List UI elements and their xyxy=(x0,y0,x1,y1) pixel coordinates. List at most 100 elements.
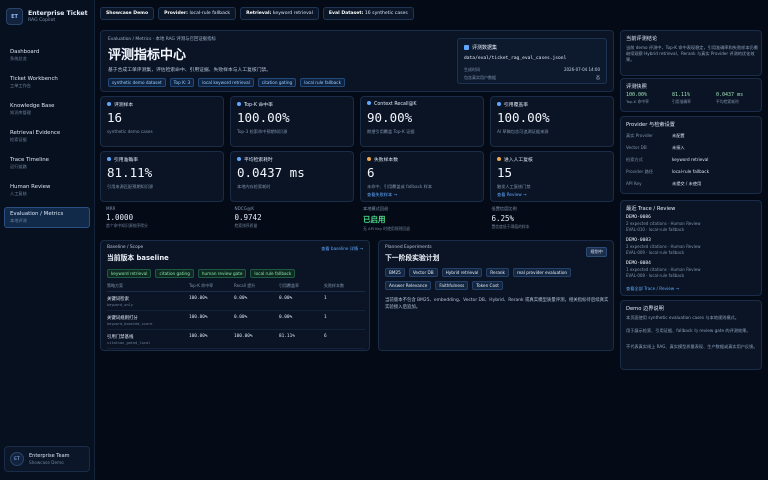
tag: Faithfulness xyxy=(435,281,469,290)
scope-line: 不代表真实线上 RAG、真实模型质量表现、生产数据或真实用户反馈。 xyxy=(626,344,758,349)
metric-label: 失败样本数 xyxy=(367,156,398,163)
table-cell: 100.00% xyxy=(189,310,234,330)
trace-id: DEMO-0083 xyxy=(626,238,651,243)
tag: Top K: 3 xyxy=(169,78,195,87)
baseline-details-link[interactable]: 查看 baseline 详情 → xyxy=(321,246,363,251)
strategy-name: 引用门禁基线 xyxy=(107,335,134,340)
panel-title: 当前版本 baseline xyxy=(107,254,169,262)
stat-value: 6.25% xyxy=(491,214,515,223)
nav-label: Knowledge Base xyxy=(10,103,55,109)
sidebar-item-dashboard[interactable]: Dashboard 系统总览 xyxy=(4,45,90,66)
column-header: 引用覆盖率 xyxy=(279,281,324,292)
column-header: 策略方案 xyxy=(107,281,189,292)
planned-experiments-panel: Planned Experiments 下一阶段实验计划 规划中 BM25 Ve… xyxy=(378,240,614,351)
stat-mrr: MRR 1.0000 首个命中知识源排序得分 xyxy=(100,206,229,236)
stat-value: 0.9742 xyxy=(234,213,262,222)
nav-sub: 工单工作台 xyxy=(10,83,31,88)
metric-value: 90.00% xyxy=(367,110,413,125)
nav-label: Evaluation / Metrics xyxy=(10,211,64,217)
dataset-row-value: 2026-07-04 14:00 xyxy=(563,67,600,72)
provider-settings-panel: Provider 与检索设置 真实 Provider 未配置 Vector DB 未… xyxy=(620,116,762,194)
dot-icon xyxy=(237,157,241,161)
setting-key: 真实 Provider xyxy=(626,133,653,138)
hero-panel: Evaluation / Metrics · 本地 RAG 评测与召回证据指标 … xyxy=(100,30,614,92)
metric-label-text: 引用覆盖率 xyxy=(504,103,528,108)
metric-sub: synthetic demo cases xyxy=(107,129,153,134)
tag: Vector DB xyxy=(408,268,438,277)
stat-value: 已启用 xyxy=(363,215,386,224)
sidebar-item-human-review[interactable]: Human Review 人工复核 xyxy=(4,180,90,201)
mini-label: 平均检索耗时 xyxy=(716,99,739,104)
metric-value: 6 xyxy=(367,165,375,180)
planned-tags: BM25 Vector DB Hybrid retrieval Rerank r… xyxy=(385,268,611,294)
trace-review-panel: 最近 Trace / Review DEMO-0086 2 expected c… xyxy=(620,200,762,296)
results-panel: 当前评测结论 当前 demo 评测中，Top-K 命中表现稳定，引用准确率和失败… xyxy=(620,30,762,76)
dataset-row-value: 否 xyxy=(596,75,600,80)
metric-label-text: 平均检索耗时 xyxy=(244,158,273,163)
nav-sub: 系统总览 xyxy=(10,56,27,61)
brand-subtitle: RAG Copilot xyxy=(28,18,56,23)
chip-value: 16 synthetic cases xyxy=(364,11,408,16)
trace-line: EVAL-010 · local-rule fallback xyxy=(626,227,685,232)
table-cell: 100.00% xyxy=(189,329,234,349)
trace-item[interactable]: DEMO-0084 1 expected citations · Human R… xyxy=(626,261,758,278)
view-failed-samples-link[interactable]: 查看失败样本 → xyxy=(367,192,397,197)
sidebar-item-knowledge-base[interactable]: Knowledge Base 知识库管理 xyxy=(4,99,90,120)
sidebar-item-ticket-workbench[interactable]: Ticket Workbench 工单工作台 xyxy=(4,72,90,93)
table-row[interactable]: 关键词检索 keyword_only 100.00% 0.00% 0.00% 1 xyxy=(107,291,365,311)
dot-icon xyxy=(367,101,371,105)
panel-title: 评测快照 xyxy=(626,84,647,90)
trace-item[interactable]: DEMO-0083 2 expected citations · Human R… xyxy=(626,238,758,255)
trace-line: 2 expected citations · Human Review xyxy=(626,221,701,226)
sidebar-item-retrieval-evidence[interactable]: Retrieval Evidence 检索证据 xyxy=(4,126,90,147)
tag: Answer Relevance xyxy=(385,281,432,290)
baseline-tags: keyword retrieval citation gating human … xyxy=(107,269,299,278)
setting-value: 未接入 xyxy=(672,145,685,150)
stat-label: NDCG@K xyxy=(234,206,254,211)
strategy-name: 关键词规则打分 xyxy=(107,316,138,321)
strategy-code: keyword_only xyxy=(107,303,133,307)
chip-value: local-rule fallback xyxy=(189,11,231,16)
stat-ndcg: NDCG@K 0.9742 检索排序质量 xyxy=(229,206,358,236)
dot-icon xyxy=(497,102,501,106)
main-content: Showcase Demo Provider: local-rule fallb… xyxy=(100,0,614,480)
nav-label: Ticket Workbench xyxy=(10,76,58,82)
view-review-link[interactable]: 查看 Review → xyxy=(497,192,527,197)
tag: Token Cost xyxy=(472,281,503,290)
setting-value: keyword retrieval xyxy=(672,157,709,162)
metric-card-avg-latency: 平均检索耗时 0.0437 ms 本地内存检索耗时 xyxy=(230,151,354,202)
table-row[interactable]: 引用门禁基线 citation_gated_local 100.00% 100.0… xyxy=(107,329,365,349)
table-row[interactable]: 关键词规则打分 keyword_boosted_score 100.00% 0.0… xyxy=(107,310,365,330)
nav-sub: 运行链路 xyxy=(10,164,27,169)
dataset-row-label: 生成时间 xyxy=(464,67,480,72)
nav-sub: 知识库管理 xyxy=(10,110,31,115)
trace-item[interactable]: DEMO-0086 2 expected citations · Human R… xyxy=(626,215,758,232)
tag: keyword retrieval xyxy=(107,269,152,278)
dot-icon xyxy=(107,102,111,106)
sidebar-item-trace-timeline[interactable]: Trace Timeline 运行链路 xyxy=(4,153,90,174)
sidebar-item-evaluation-metrics[interactable]: Evaluation / Metrics 本地评测 xyxy=(4,207,90,228)
column-header: 失败样本数 xyxy=(324,281,365,292)
nav-label: Retrieval Evidence xyxy=(10,130,61,136)
metric-label-text: 失败样本数 xyxy=(374,158,398,163)
metric-value: 81.11% xyxy=(107,165,153,180)
metric-card-human-review: 进入人工复核 15 触发人工复核门禁 查看 Review → xyxy=(490,151,614,202)
metric-value: 100.00% xyxy=(497,110,550,125)
metric-value: 100.00% xyxy=(237,110,290,125)
table-cell: 100.00% xyxy=(189,291,234,311)
table-cell: 1 xyxy=(324,310,365,330)
dataset-row-label: 包含真实用户数据 xyxy=(464,75,496,80)
tag: synthetic demo dataset xyxy=(108,78,166,87)
nav-label: Human Review xyxy=(10,184,51,190)
metric-value: 15 xyxy=(497,165,513,180)
team-card[interactable]: ET Enterprise Team Showcase Demo xyxy=(4,446,90,472)
avatar: ET xyxy=(10,452,24,466)
strategy-code: keyword_boosted_score xyxy=(107,322,153,326)
metric-label-text: 引用准确率 xyxy=(114,158,138,163)
view-all-trace-link[interactable]: 查看全部 Trace / Review → xyxy=(626,286,680,291)
table-cell: 0.00% xyxy=(279,310,324,330)
panel-kicker: Planned Experiments xyxy=(385,245,432,250)
nav-label: Trace Timeline xyxy=(10,157,49,163)
stats-strip: MRR 1.0000 首个命中知识源排序得分 NDCG@K 0.9742 检索排… xyxy=(100,206,614,236)
panel-title: Provider 与检索设置 xyxy=(626,122,675,128)
